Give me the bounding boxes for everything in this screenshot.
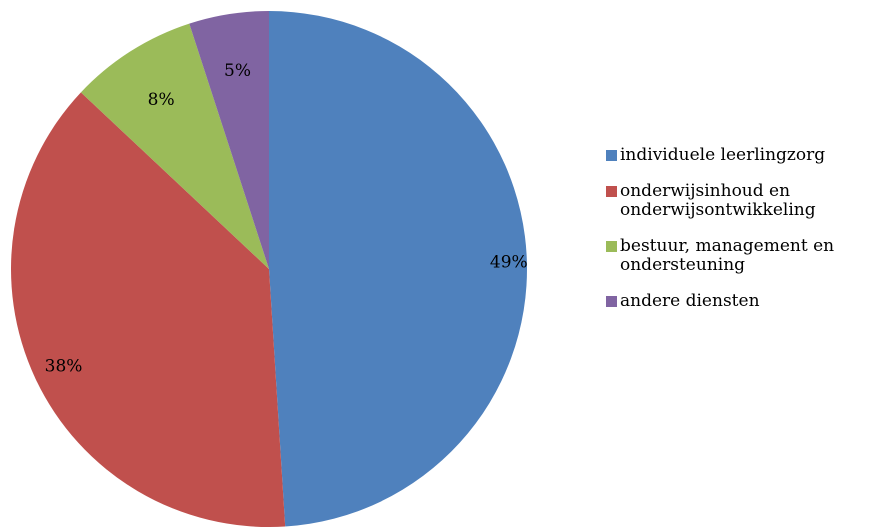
legend-swatch <box>606 186 617 197</box>
pie-slice-label: 38% <box>45 357 83 377</box>
legend-label: bestuur, management en ondersteuning <box>620 236 835 275</box>
legend-label: individuele leerlingzorg <box>620 145 826 165</box>
pie-slice-bestuur <box>80 23 270 270</box>
legend-label: onderwijsinhoud en onderwijsontwikkeling <box>620 181 816 220</box>
pie-slice-label: 5% <box>224 61 251 81</box>
pie-slice-onderwijsinhoud <box>11 92 286 527</box>
legend-swatch <box>606 296 617 307</box>
pie-slice-individuele-leerlingzorg <box>269 11 528 527</box>
legend-item: individuele leerlingzorg <box>606 146 876 165</box>
pie-slice-andere-diensten <box>189 11 269 269</box>
legend-item: bestuur, management en ondersteuning <box>606 237 876 275</box>
legend-item: onderwijsinhoud en onderwijsontwikkeling <box>606 182 876 220</box>
pie-slice-label: 8% <box>148 90 175 110</box>
legend-swatch <box>606 241 617 252</box>
legend-swatch <box>606 150 617 161</box>
legend-label: andere diensten <box>620 291 760 311</box>
legend-item: andere diensten <box>606 292 876 311</box>
legend: individuele leerlingzorg onderwijsinhoud… <box>606 146 876 328</box>
pie-slice-label: 49% <box>490 252 528 272</box>
